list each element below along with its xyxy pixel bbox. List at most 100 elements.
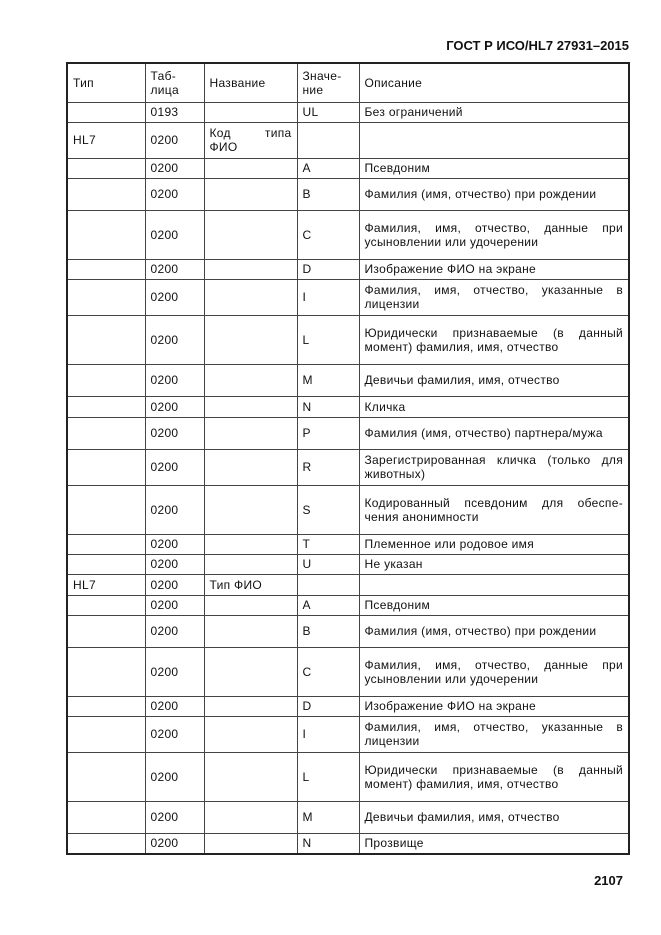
type-cell <box>66 314 146 365</box>
description-cell: Зарегистрированная кличка (только для жи… <box>358 448 630 486</box>
table-cell: 0200 <box>144 484 205 535</box>
table-row: 0200 D Изображение ФИО на экране <box>66 695 630 717</box>
type-cell <box>66 395 146 418</box>
table-row: 0200 C Фамилия, имя, отчество, данные при … <box>66 646 630 697</box>
value-cell: T <box>296 533 360 555</box>
column-header-description: Описание <box>358 62 630 103</box>
value-cell: S <box>296 484 360 535</box>
value-cell: D <box>296 695 360 717</box>
table-row: HL7 0200 Код типа ФИО <box>66 121 630 159</box>
description-cell: Кодированный псевдоним для обеспе-чения … <box>358 484 630 535</box>
table-row: 0200 R Зарегистрированная кличка (только д… <box>66 448 630 486</box>
table-cell: 0200 <box>144 573 205 596</box>
table-row: 0200 P Фамилия (имя, отчество) партнера/му… <box>66 416 630 450</box>
table-cell: 0200 <box>144 695 205 717</box>
value-cell: C <box>296 209 360 260</box>
type-cell: HL7 <box>66 573 146 596</box>
type-cell <box>66 832 146 855</box>
description-cell: Прозвище <box>358 832 630 855</box>
name-cell <box>203 395 298 418</box>
type-cell <box>66 157 146 179</box>
table-cell: 0193 <box>144 101 205 123</box>
name-cell <box>203 533 298 555</box>
table-row: 0200 S Кодированный псевдоним для обеспе-ч… <box>66 484 630 535</box>
type-cell <box>66 751 146 802</box>
type-cell <box>66 177 146 211</box>
type-cell <box>66 715 146 753</box>
table-row: 0193 UL Без ограничений <box>66 101 630 123</box>
type-cell <box>66 800 146 834</box>
name-cell <box>203 646 298 697</box>
description-cell: Псевдоним <box>358 594 630 616</box>
description-cell: Псевдоним <box>358 157 630 179</box>
type-cell <box>66 448 146 486</box>
name-cell <box>203 594 298 616</box>
value-cell: M <box>296 800 360 834</box>
table-row: 0200 L Юридически признаваемые (в данный м… <box>66 314 630 365</box>
name-cell <box>203 101 298 123</box>
name-cell <box>203 209 298 260</box>
table-row: 0200 I Фамилия, имя, отчество, указанные в… <box>66 278 630 316</box>
table-cell: 0200 <box>144 121 205 159</box>
table-row: 0200 A Псевдоним <box>66 157 630 179</box>
table-row: 0200 C Фамилия, имя, отчество, данные при … <box>66 209 630 260</box>
type-cell: HL7 <box>66 121 146 159</box>
description-cell: Изображение ФИО на экране <box>358 258 630 280</box>
table-cell: 0200 <box>144 832 205 855</box>
description-cell: Фамилия, имя, отчество, данные при усыно… <box>358 646 630 697</box>
description-cell <box>358 121 630 159</box>
name-cell <box>203 416 298 450</box>
table-cell: 0200 <box>144 715 205 753</box>
table-row: 0200 A Псевдоним <box>66 594 630 616</box>
column-header-table: Таб- лица <box>144 62 205 103</box>
table-cell: 0200 <box>144 800 205 834</box>
name-cell: Код типа ФИО <box>203 121 298 159</box>
value-cell: B <box>296 614 360 648</box>
value-cell: UL <box>296 101 360 123</box>
description-cell: Юридически признаваемые (в данный момент… <box>358 314 630 365</box>
description-cell: Девичьи фамилия, имя, отчество <box>358 800 630 834</box>
page-number: 2107 <box>594 873 623 888</box>
table-row: 0200 M Девичьи фамилия, имя, отчество <box>66 363 630 397</box>
name-cell <box>203 484 298 535</box>
code-table: Тип Таб- лица Название Значе- ние Описание 0… <box>66 62 630 855</box>
description-cell: Изображение ФИО на экране <box>358 695 630 717</box>
description-cell: Фамилия (имя, отчество) при рождении <box>358 614 630 648</box>
description-cell: Фамилия, имя, отчество, данные при усыно… <box>358 209 630 260</box>
table-row: 0200 L Юридически признаваемые (в данный м… <box>66 751 630 802</box>
value-cell: M <box>296 363 360 397</box>
table-cell: 0200 <box>144 553 205 575</box>
value-cell: L <box>296 751 360 802</box>
description-cell <box>358 573 630 596</box>
value-cell: D <box>296 258 360 280</box>
document-header: ГОСТ Р ИСО/HL7 27931–2015 <box>446 38 629 53</box>
column-header-value: Значе- ние <box>296 62 360 103</box>
table-row: 0200 U Не указан <box>66 553 630 575</box>
value-cell: A <box>296 594 360 616</box>
description-cell: Девичьи фамилия, имя, отчество <box>358 363 630 397</box>
name-cell <box>203 800 298 834</box>
name-cell <box>203 363 298 397</box>
value-cell: C <box>296 646 360 697</box>
column-header-type: Тип <box>66 62 146 103</box>
table-row: 0200 B Фамилия (имя, отчество) при рождени… <box>66 177 630 211</box>
type-cell <box>66 533 146 555</box>
type-cell <box>66 363 146 397</box>
name-cell <box>203 448 298 486</box>
table-cell: 0200 <box>144 533 205 555</box>
name-cell <box>203 177 298 211</box>
table-header-row: Тип Таб- лица Название Значе- ние Описание <box>66 62 630 103</box>
type-cell <box>66 614 146 648</box>
name-cell <box>203 715 298 753</box>
table-cell: 0200 <box>144 209 205 260</box>
name-cell: Тип ФИО <box>203 573 298 596</box>
type-cell <box>66 101 146 123</box>
name-cell <box>203 258 298 280</box>
value-cell <box>296 121 360 159</box>
name-cell <box>203 832 298 855</box>
name-cell <box>203 278 298 316</box>
name-cell <box>203 553 298 575</box>
description-cell: Племенное или родовое имя <box>358 533 630 555</box>
table-row: 0200 B Фамилия (имя, отчество) при рождени… <box>66 614 630 648</box>
description-cell: Фамилия (имя, отчество) при рождении <box>358 177 630 211</box>
